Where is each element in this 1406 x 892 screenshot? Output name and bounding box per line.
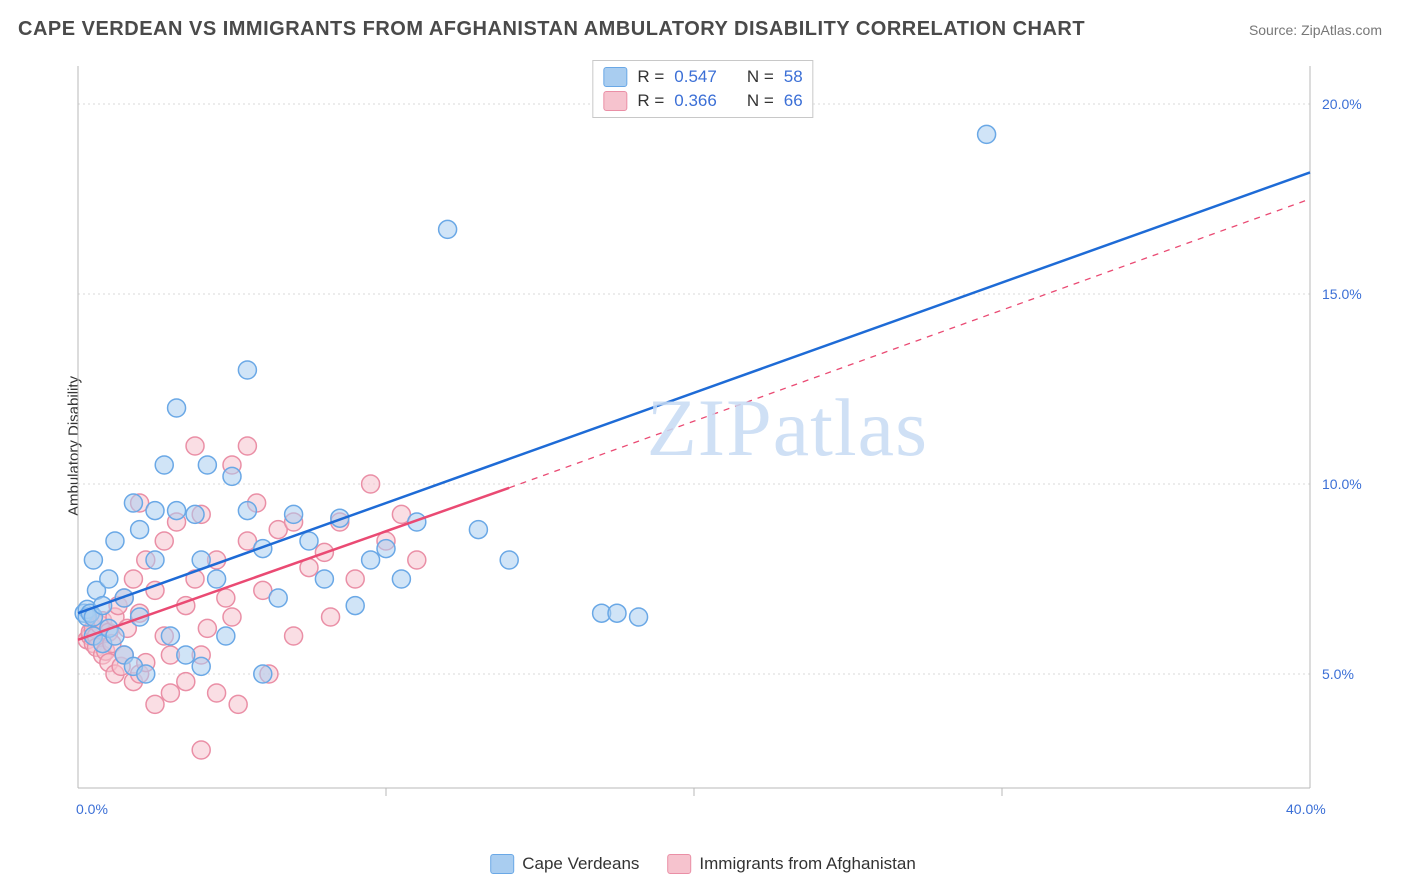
data-point [124, 570, 142, 588]
legend-row: R = 0.547 N = 58 [603, 65, 802, 89]
data-point [186, 437, 204, 455]
legend-swatch [603, 67, 627, 87]
data-point [161, 627, 179, 645]
data-point [177, 673, 195, 691]
data-point [608, 604, 626, 622]
legend-row: R = 0.366 N = 66 [603, 89, 802, 113]
series-legend: Cape Verdeans Immigrants from Afghanistan [490, 854, 916, 874]
data-point [439, 220, 457, 238]
data-point [155, 532, 173, 550]
data-point [208, 684, 226, 702]
data-point [168, 502, 186, 520]
series-name: Immigrants from Afghanistan [699, 854, 915, 874]
data-point [285, 627, 303, 645]
legend-r-label: R = [637, 91, 664, 111]
data-point [155, 456, 173, 474]
data-point [100, 570, 118, 588]
data-point [208, 570, 226, 588]
data-point [500, 551, 518, 569]
data-point [198, 456, 216, 474]
data-point [146, 502, 164, 520]
data-point [315, 570, 333, 588]
legend-r-value: 0.366 [674, 91, 717, 111]
legend-swatch [667, 854, 691, 874]
data-point [469, 521, 487, 539]
data-point [192, 657, 210, 675]
series-legend-item: Immigrants from Afghanistan [667, 854, 915, 874]
y-tick-label: 15.0% [1322, 286, 1362, 302]
chart-container: 5.0% 10.0% 15.0% 20.0% 0.0% 40.0% [50, 58, 1380, 828]
legend-n-label: N = [747, 91, 774, 111]
data-point [106, 532, 124, 550]
data-point [408, 551, 426, 569]
data-point [254, 665, 272, 683]
y-tick-label: 20.0% [1322, 96, 1362, 112]
data-point [217, 589, 235, 607]
scatter-chart: 5.0% 10.0% 15.0% 20.0% 0.0% 40.0% [50, 58, 1380, 828]
trend-line [78, 172, 1310, 613]
data-point [285, 505, 303, 523]
data-point [630, 608, 648, 626]
data-point [192, 741, 210, 759]
data-point [346, 570, 364, 588]
data-point [217, 627, 235, 645]
data-point [346, 597, 364, 615]
series-name: Cape Verdeans [522, 854, 639, 874]
data-point [186, 505, 204, 523]
source-attribution: Source: ZipAtlas.com [1249, 22, 1382, 38]
data-point [362, 551, 380, 569]
series-legend-item: Cape Verdeans [490, 854, 639, 874]
data-point [238, 502, 256, 520]
legend-n-value: 58 [784, 67, 803, 87]
chart-title: CAPE VERDEAN VS IMMIGRANTS FROM AFGHANIS… [18, 18, 1085, 41]
legend-n-value: 66 [784, 91, 803, 111]
data-point [84, 551, 102, 569]
data-point [177, 646, 195, 664]
data-point [322, 608, 340, 626]
data-point [269, 589, 287, 607]
data-point [392, 570, 410, 588]
correlation-legend: R = 0.547 N = 58 R = 0.366 N = 66 [592, 60, 813, 118]
x-tick-label: 40.0% [1286, 801, 1326, 817]
data-point [978, 125, 996, 143]
x-tick-label: 0.0% [76, 801, 108, 817]
data-point [131, 521, 149, 539]
legend-r-label: R = [637, 67, 664, 87]
data-point [146, 551, 164, 569]
legend-swatch [490, 854, 514, 874]
trend-line-extension [509, 199, 1310, 488]
data-point [146, 695, 164, 713]
data-point [362, 475, 380, 493]
data-point [168, 399, 186, 417]
data-point [238, 361, 256, 379]
data-point [137, 665, 155, 683]
legend-r-value: 0.547 [674, 67, 717, 87]
data-point [161, 684, 179, 702]
data-point [238, 437, 256, 455]
y-tick-label: 5.0% [1322, 666, 1354, 682]
y-tick-label: 10.0% [1322, 476, 1362, 492]
data-point [229, 695, 247, 713]
data-point [223, 608, 241, 626]
data-point [198, 619, 216, 637]
data-point [300, 532, 318, 550]
data-point [124, 494, 142, 512]
legend-swatch [603, 91, 627, 111]
legend-n-label: N = [747, 67, 774, 87]
data-point [223, 467, 241, 485]
data-point [377, 540, 395, 558]
